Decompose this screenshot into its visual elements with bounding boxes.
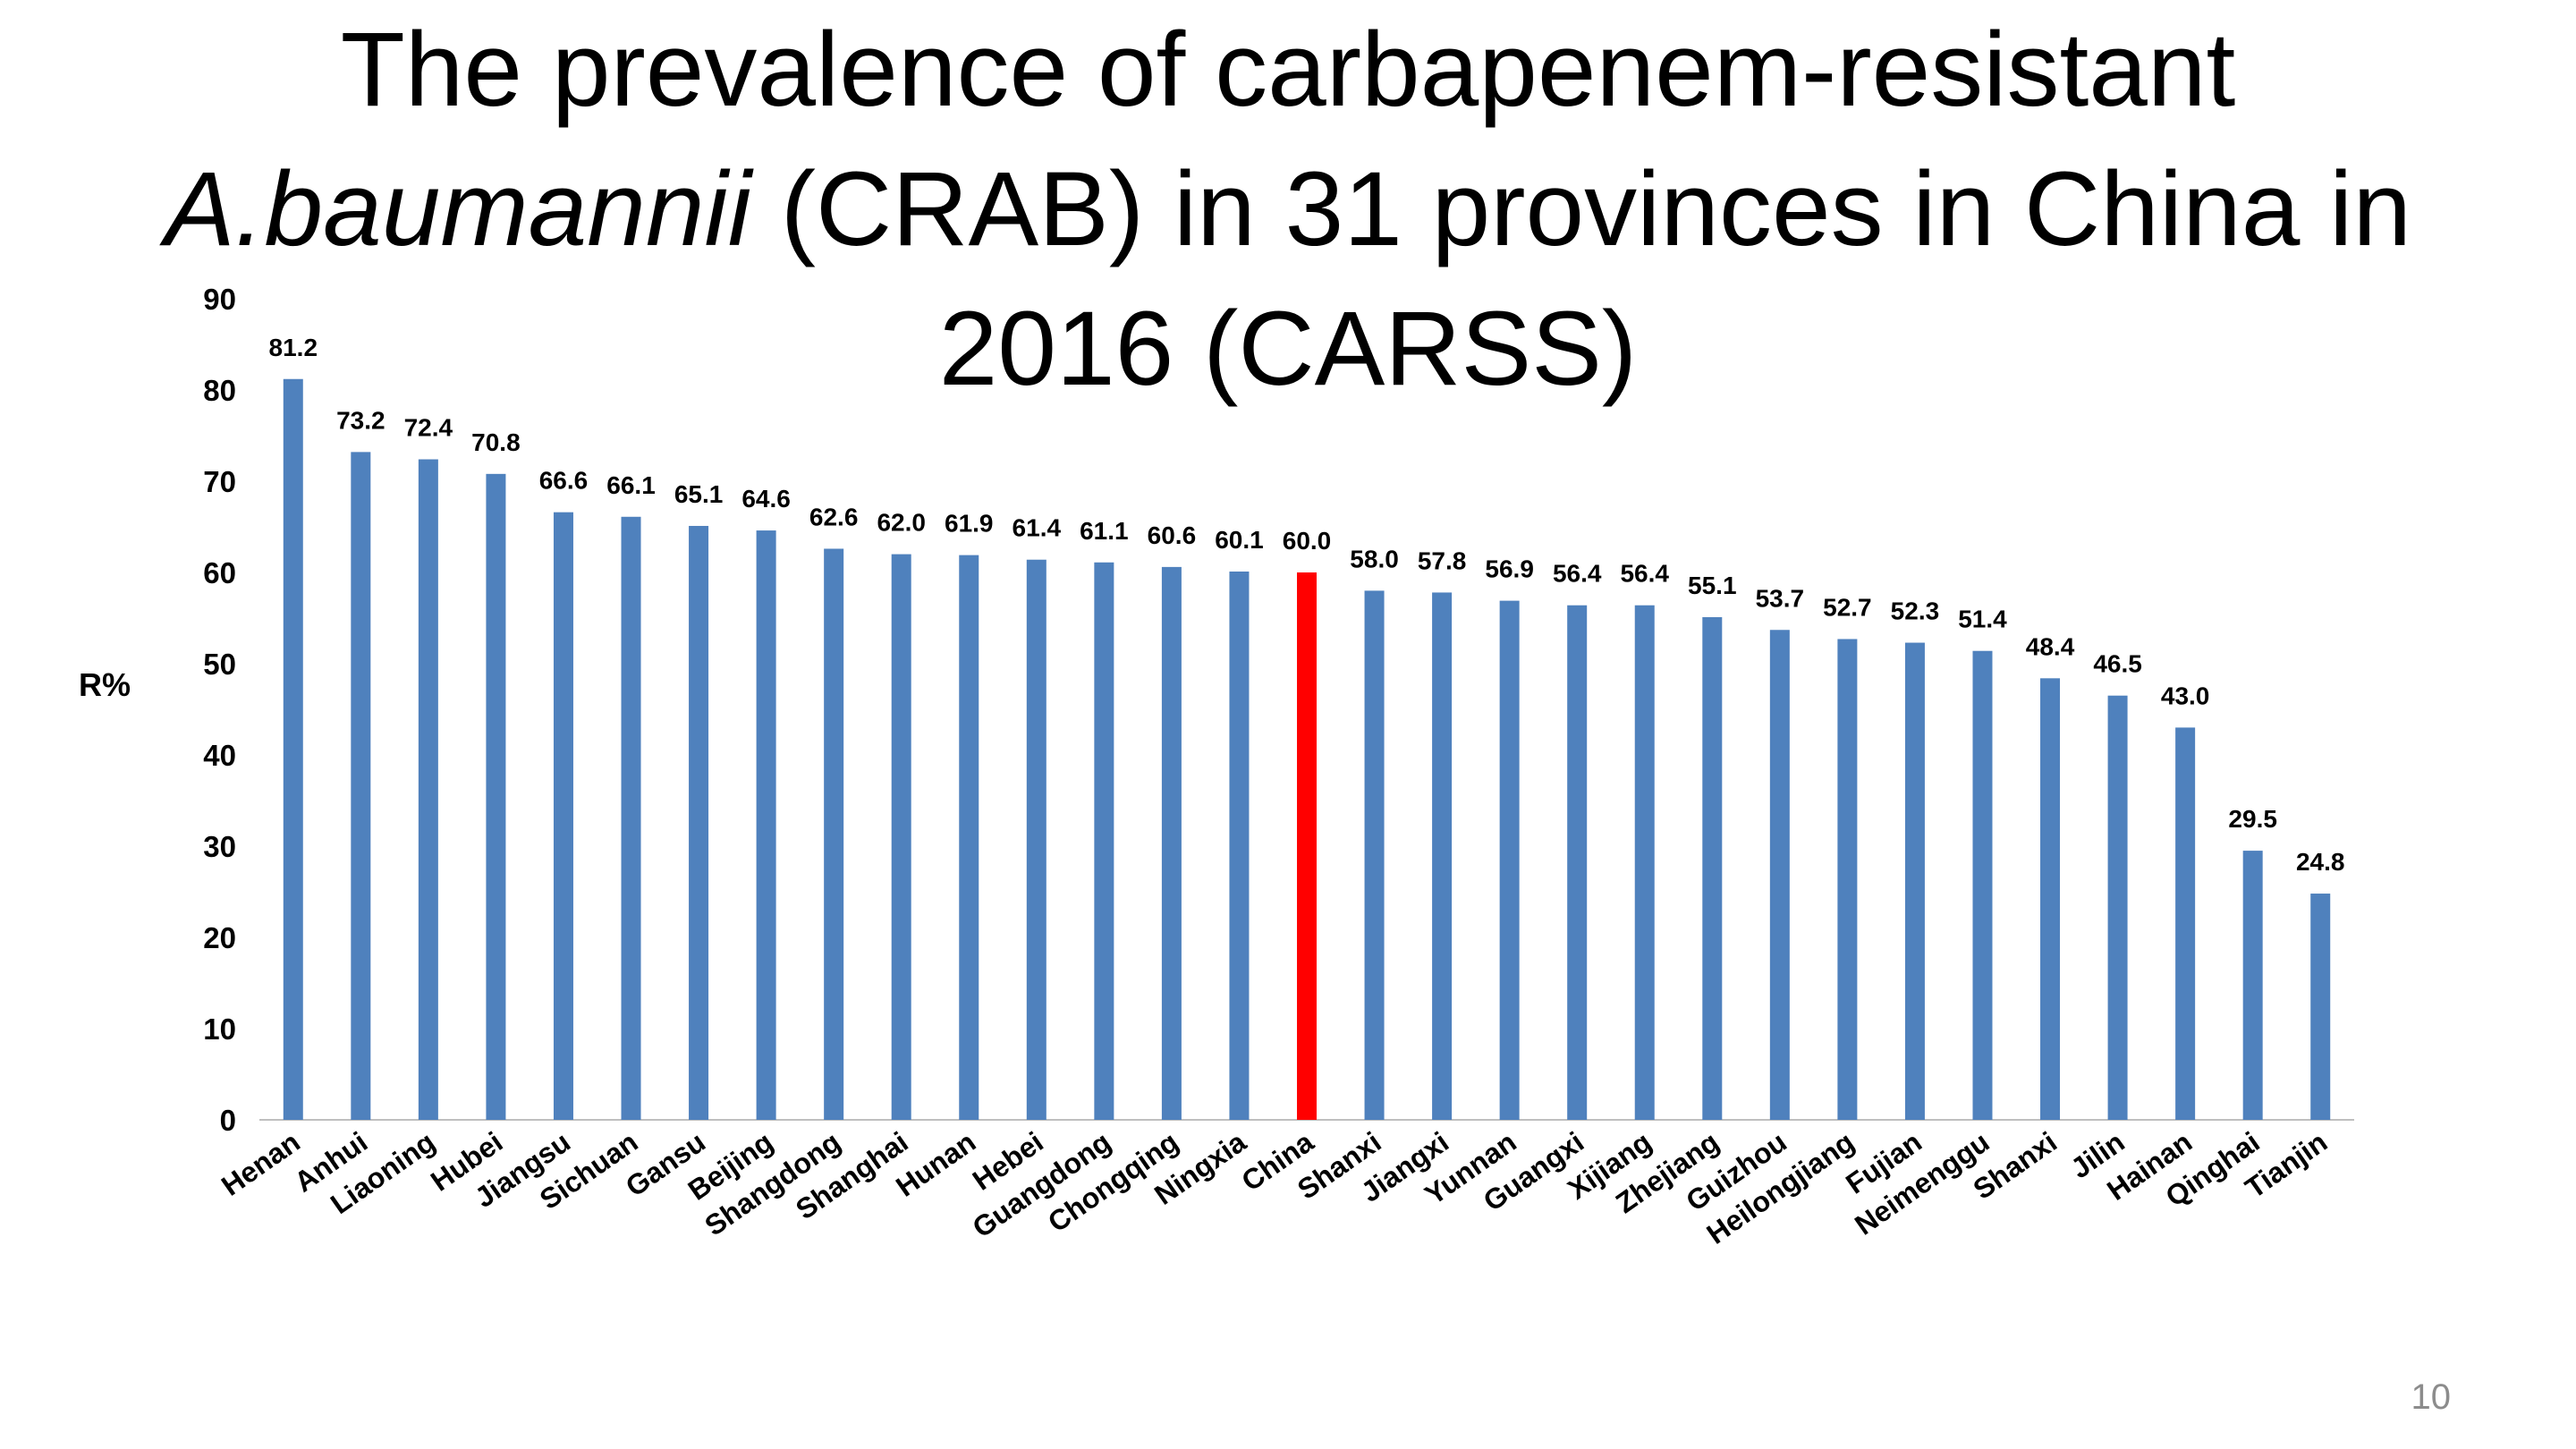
y-tick-label: 50: [203, 648, 236, 681]
bar-sichuan-5: [621, 516, 641, 1120]
title-line-2: A.baumannii (CRAB) in 31 provinces in Ch…: [0, 140, 2576, 279]
bar-shanxi-16: [1364, 590, 1385, 1120]
bar-chongqing-13: [1161, 566, 1182, 1120]
bar-jilin-27: [2107, 695, 2128, 1120]
data-label: 29.5: [2228, 805, 2277, 833]
data-label: 43.0: [2161, 682, 2210, 709]
bar-fujian-24: [1904, 642, 1925, 1120]
bar-hubei-3: [486, 473, 506, 1120]
data-label: 65.1: [674, 480, 724, 508]
bar-tianjin-30: [2310, 894, 2331, 1120]
bar-henan-0: [283, 378, 303, 1120]
bar-heilongjiang-23: [1837, 639, 1858, 1120]
bar-beijing-7: [756, 530, 776, 1120]
title-species: A.baumannii: [164, 150, 751, 268]
data-label: 81.2: [269, 334, 318, 361]
bar-anhui-1: [351, 452, 371, 1120]
y-tick-label: 70: [203, 465, 236, 498]
data-label: 60.6: [1148, 521, 1197, 549]
category-label: Henan: [216, 1125, 306, 1202]
data-label: 52.7: [1823, 593, 1872, 621]
bar-hainan-28: [2175, 727, 2196, 1120]
data-label: 73.2: [336, 406, 386, 434]
bar-gansu-6: [689, 525, 709, 1120]
bar-yunnan-18: [1499, 600, 1520, 1120]
y-tick-label: 60: [203, 556, 236, 589]
bar-ningxia-14: [1229, 571, 1250, 1120]
bar-hebei-11: [1026, 559, 1046, 1120]
data-label: 62.6: [809, 503, 859, 530]
data-label: 51.4: [1958, 606, 2007, 633]
y-tick-label: 10: [203, 1013, 236, 1046]
data-label: 66.1: [606, 471, 656, 499]
data-label: 24.8: [2296, 848, 2345, 876]
data-label: 72.4: [404, 414, 453, 442]
data-label: 66.6: [539, 467, 589, 495]
data-label: 60.0: [1283, 527, 1332, 555]
data-label: 56.4: [1620, 560, 1669, 588]
bar-guangdong-12: [1094, 562, 1114, 1120]
bar-liaoning-2: [418, 459, 438, 1120]
data-label: 57.8: [1418, 547, 1467, 574]
y-tick-label: 0: [220, 1104, 236, 1137]
data-label: 61.4: [1013, 514, 1062, 542]
category-labels: HenanAnhuiLiaoningHubeiJiangsuSichuanGan…: [216, 1125, 2333, 1250]
data-label: 62.0: [877, 509, 926, 537]
data-label: 55.1: [1688, 572, 1737, 599]
bar-qinghai-29: [2242, 851, 2263, 1120]
category-label: Hunan: [890, 1125, 981, 1203]
chart-title: The prevalence of carbapenem-resistant A…: [0, 0, 2576, 419]
bar-shanghai-9: [891, 554, 911, 1120]
page-number: 10: [2411, 1377, 2452, 1417]
y-tick-label: 30: [203, 830, 236, 863]
data-label: 53.7: [1756, 584, 1805, 612]
bar-jiangxi-17: [1432, 592, 1453, 1120]
bar-guizhou-22: [1769, 630, 1790, 1120]
data-label: 56.9: [1485, 555, 1534, 583]
title-line-2-rest: (CRAB) in 31 provinces in China in: [750, 150, 2411, 268]
bars: [283, 378, 2331, 1120]
bar-shanxi-26: [2040, 678, 2061, 1120]
bar-hunan-10: [959, 555, 979, 1120]
y-tick-label: 40: [203, 739, 236, 772]
data-label: 48.4: [2026, 632, 2075, 660]
bar-china-15: [1297, 572, 1317, 1120]
data-labels: 81.2 73.2 72.4 70.8 66.6 66.1 65.1 64.6 62.6 62.0…: [269, 334, 2345, 876]
bar-jiangsu-4: [553, 512, 573, 1120]
data-label: 52.3: [1891, 597, 1940, 625]
bar-shangdong-8: [824, 548, 844, 1120]
data-label: 60.1: [1215, 526, 1264, 554]
title-line-1: The prevalence of carbapenem-resistant: [340, 11, 2236, 129]
y-tick-label: 90: [203, 283, 236, 316]
y-axis-label: R%: [79, 666, 131, 703]
bar-neimenggu-25: [1972, 650, 1993, 1120]
y-axis: 0 10 20 30 40 50 60 70 80 90: [203, 283, 236, 1137]
data-label: 61.1: [1080, 517, 1129, 545]
bar-xijiang-20: [1634, 605, 1655, 1120]
y-tick-label: 80: [203, 374, 236, 407]
y-tick-label: 20: [203, 921, 236, 954]
title-line-3: 2016 (CARSS): [938, 290, 1638, 408]
data-label: 70.8: [471, 428, 521, 456]
data-label: 58.0: [1350, 545, 1399, 572]
data-label: 46.5: [2093, 650, 2142, 678]
bar-zhejiang-21: [1702, 616, 1723, 1120]
data-label: 56.4: [1553, 560, 1602, 588]
data-label: 64.6: [741, 485, 791, 513]
bar-guangxi-19: [1567, 605, 1588, 1120]
data-label: 61.9: [945, 510, 994, 538]
